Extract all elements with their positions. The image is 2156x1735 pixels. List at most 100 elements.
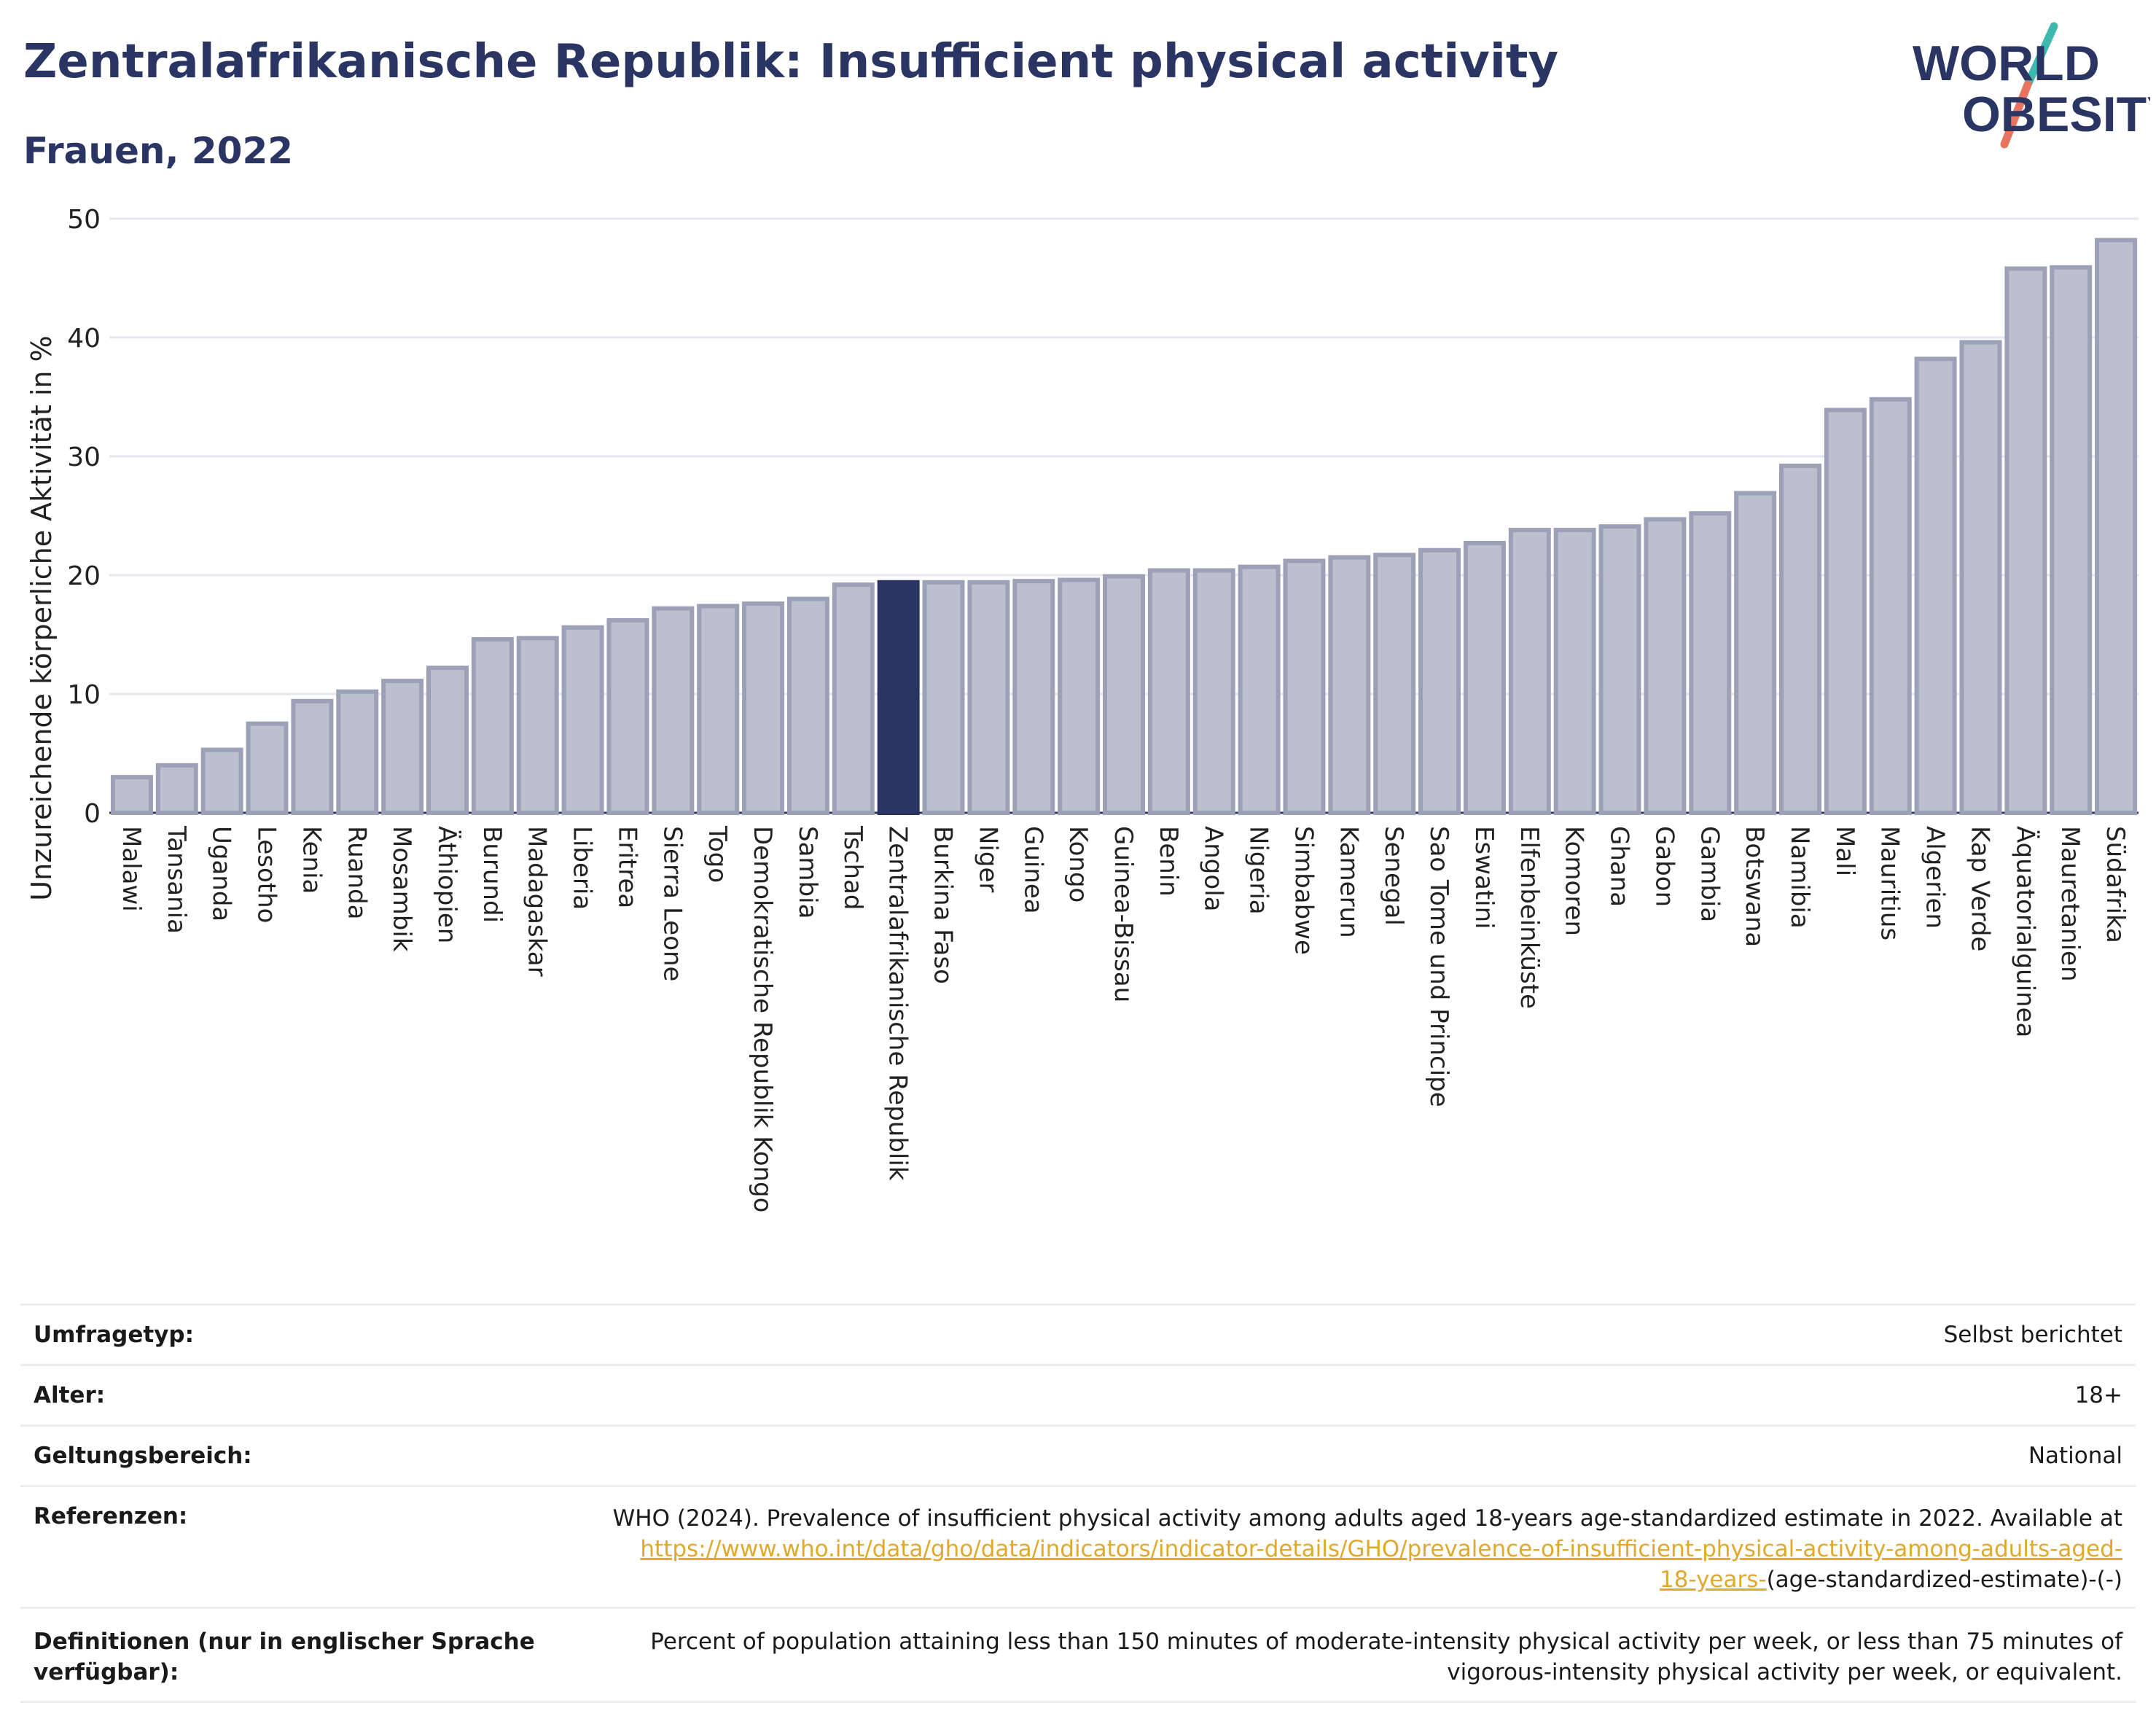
x-tick-label: Senegal	[1379, 826, 1408, 926]
bar	[381, 679, 424, 815]
bar	[1103, 574, 1145, 815]
logo-line1: WORLD	[1913, 36, 2100, 91]
x-tick-label: Burkina Faso	[929, 826, 958, 984]
bar	[606, 617, 649, 815]
bar	[2004, 266, 2047, 815]
x-tick-label: Eritrea	[612, 826, 641, 908]
x-tick-label: Kap Verde	[1965, 826, 1994, 951]
x-tick-label: Mosambik	[387, 826, 416, 952]
x-tick-label: Simbabwe	[1289, 826, 1318, 955]
y-tick-label: 20	[67, 561, 101, 591]
x-tick-label: Kenia	[297, 826, 326, 894]
x-tick-label: Uganda	[207, 826, 236, 921]
y-axis-label: Unzureichende körperliche Aktivität in %	[26, 335, 58, 900]
bar	[1734, 491, 1777, 815]
bar	[877, 580, 920, 816]
bar	[1914, 356, 1957, 815]
bar	[697, 604, 740, 815]
bar	[1238, 564, 1281, 815]
definitions-value: Percent of population attaining less tha…	[650, 1629, 2122, 1685]
survey-label: Umfragetyp:	[34, 1322, 194, 1348]
bar	[742, 601, 785, 815]
x-tick-label: Demokratische Republik Kongo	[748, 826, 777, 1212]
x-tick-label: Guinea-Bissau	[1109, 826, 1138, 1002]
chart-subtitle: Frauen, 2022	[23, 130, 294, 172]
bar	[291, 698, 334, 816]
bar	[1147, 568, 1190, 815]
y-tick-label: 10	[67, 680, 101, 710]
info-row-survey: Umfragetyp: Selbst berichtet	[20, 1303, 2136, 1364]
bar	[1689, 511, 1732, 815]
bar	[1598, 524, 1641, 815]
x-tick-label: Algerien	[1921, 826, 1950, 929]
x-tick-label: Namibia	[1785, 826, 1814, 929]
x-tick-label: Gabon	[1649, 826, 1679, 907]
x-tick-label: Kamerun	[1334, 826, 1363, 938]
bar	[652, 606, 695, 815]
age-value: 18+	[2074, 1382, 2122, 1408]
info-row-definitions: Definitionen (nur in englischer Sprache …	[20, 1607, 2136, 1703]
age-label: Alter:	[34, 1382, 106, 1408]
bar	[967, 580, 1010, 816]
info-row-references: Referenzen: WHO (2024). Prevalence of in…	[20, 1485, 2136, 1607]
x-tick-label: Burundi	[477, 826, 507, 923]
x-tick-label: Mali	[1830, 826, 1859, 876]
bar	[1418, 547, 1461, 815]
x-tick-label: Südafrika	[2101, 826, 2130, 943]
bar	[1553, 528, 1596, 815]
x-tick-label: Äthiopien	[432, 826, 461, 943]
bar	[786, 596, 829, 815]
reference-link[interactable]: https://www.who.int/data/gho/data/indica…	[640, 1536, 2122, 1562]
x-tick-label: Mauritius	[1875, 826, 1905, 940]
x-tick-label: Nigeria	[1244, 826, 1273, 915]
x-tick-label: Sierra Leone	[657, 826, 687, 981]
bar	[1058, 577, 1101, 816]
y-tick-label: 0	[84, 799, 101, 829]
bar	[155, 763, 198, 815]
x-tick-label: Tansania	[162, 825, 191, 934]
bar	[922, 580, 965, 816]
bar	[2050, 265, 2093, 815]
bar	[110, 775, 153, 815]
x-tick-label: Ruanda	[342, 826, 371, 919]
y-tick-label: 50	[67, 205, 101, 235]
bar	[1192, 568, 1235, 815]
x-tick-label: Gambia	[1695, 826, 1724, 922]
scope-label: Geltungsbereich:	[34, 1443, 252, 1469]
bar	[832, 582, 875, 815]
x-tick-label: Zentralafrikanische Republik	[883, 826, 913, 1181]
bar	[1012, 579, 1055, 816]
x-tick-label: Benin	[1154, 826, 1183, 897]
bar	[1959, 340, 2002, 815]
chart-title: Zentralafrikanische Republik: Insufficie…	[23, 35, 1559, 89]
bar	[1644, 517, 1687, 815]
x-tick-label: Ghana	[1605, 826, 1634, 907]
bar	[471, 637, 514, 816]
bar	[516, 636, 559, 816]
bar	[336, 689, 379, 815]
x-tick-label: Angola	[1199, 826, 1228, 911]
x-tick-label: Komoren	[1560, 826, 1589, 936]
world-obesity-logo: WORLD OBESITY	[1913, 22, 2150, 149]
reference-link-continued[interactable]: 18-years-	[1659, 1567, 1767, 1593]
bar	[426, 666, 469, 816]
y-tick-label: 30	[67, 442, 101, 472]
bar	[1328, 555, 1371, 815]
bar-chart: Unzureichende körperliche Aktivität in %…	[26, 205, 2139, 1212]
bar	[1283, 558, 1326, 815]
bar	[246, 721, 289, 815]
x-tick-label: Botswana	[1740, 826, 1769, 947]
scope-value: National	[2028, 1443, 2122, 1469]
x-tick-label: Guinea	[1018, 826, 1047, 914]
bar	[200, 747, 243, 815]
survey-value: Selbst berichtet	[1943, 1322, 2122, 1348]
definitions-label: Definitionen (nur in englischer Sprache …	[34, 1629, 535, 1685]
info-row-scope: Geltungsbereich: National	[20, 1424, 2136, 1485]
x-tick-label: Madagaskar	[523, 826, 552, 977]
logo-line2: OBESITY	[1962, 87, 2150, 142]
bar	[1779, 464, 1821, 815]
bar	[1463, 540, 1506, 815]
x-tick-label: Elfenbeinküste	[1515, 826, 1544, 1009]
x-tick-label: Eswatini	[1469, 826, 1499, 929]
x-tick-label: Liberia	[568, 826, 597, 910]
